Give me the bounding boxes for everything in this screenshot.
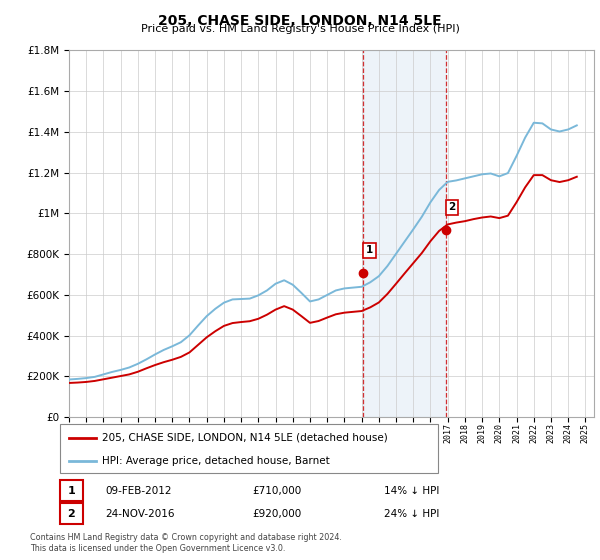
Text: 1: 1 bbox=[366, 245, 373, 255]
Text: 24% ↓ HPI: 24% ↓ HPI bbox=[384, 508, 439, 519]
Bar bbox=[364, 50, 446, 417]
Text: 1: 1 bbox=[68, 486, 75, 496]
Text: 205, CHASE SIDE, LONDON, N14 5LE (detached house): 205, CHASE SIDE, LONDON, N14 5LE (detach… bbox=[101, 433, 388, 443]
Text: £920,000: £920,000 bbox=[252, 508, 301, 519]
Text: £710,000: £710,000 bbox=[252, 486, 301, 496]
FancyBboxPatch shape bbox=[60, 503, 83, 524]
Text: 24-NOV-2016: 24-NOV-2016 bbox=[105, 508, 175, 519]
FancyBboxPatch shape bbox=[60, 424, 438, 473]
FancyBboxPatch shape bbox=[60, 480, 83, 501]
Text: 14% ↓ HPI: 14% ↓ HPI bbox=[384, 486, 439, 496]
Text: 2: 2 bbox=[68, 508, 75, 519]
Text: Contains HM Land Registry data © Crown copyright and database right 2024.
This d: Contains HM Land Registry data © Crown c… bbox=[30, 533, 342, 553]
Text: 2: 2 bbox=[449, 202, 456, 212]
Text: 09-FEB-2012: 09-FEB-2012 bbox=[105, 486, 172, 496]
Text: HPI: Average price, detached house, Barnet: HPI: Average price, detached house, Barn… bbox=[101, 456, 329, 466]
Text: Price paid vs. HM Land Registry's House Price Index (HPI): Price paid vs. HM Land Registry's House … bbox=[140, 24, 460, 34]
Text: 205, CHASE SIDE, LONDON, N14 5LE: 205, CHASE SIDE, LONDON, N14 5LE bbox=[158, 14, 442, 28]
